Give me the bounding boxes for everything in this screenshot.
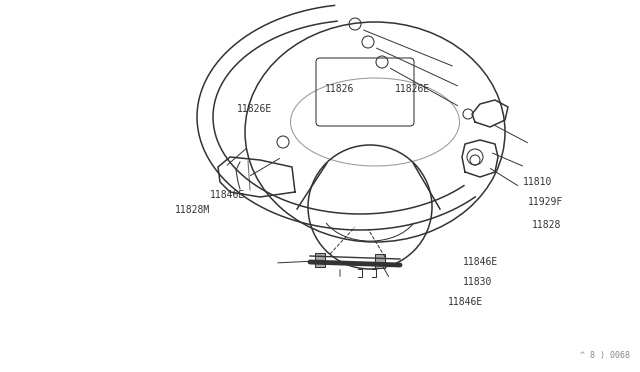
Text: 11830: 11830: [463, 277, 492, 287]
Text: ^ 8 ) 0068: ^ 8 ) 0068: [580, 351, 630, 360]
Bar: [315, 253, 325, 267]
Text: 11826E: 11826E: [237, 104, 272, 114]
Text: 11846E: 11846E: [463, 257, 499, 267]
Text: 11826E: 11826E: [395, 84, 430, 94]
Text: 11846E: 11846E: [448, 297, 483, 307]
Text: 11810: 11810: [523, 177, 552, 187]
Bar: [375, 254, 385, 268]
Text: 11846E: 11846E: [210, 190, 245, 200]
Text: 11828M: 11828M: [175, 205, 211, 215]
Text: 11826: 11826: [325, 84, 355, 94]
Text: 11828: 11828: [532, 220, 561, 230]
Text: 11929F: 11929F: [528, 197, 563, 207]
